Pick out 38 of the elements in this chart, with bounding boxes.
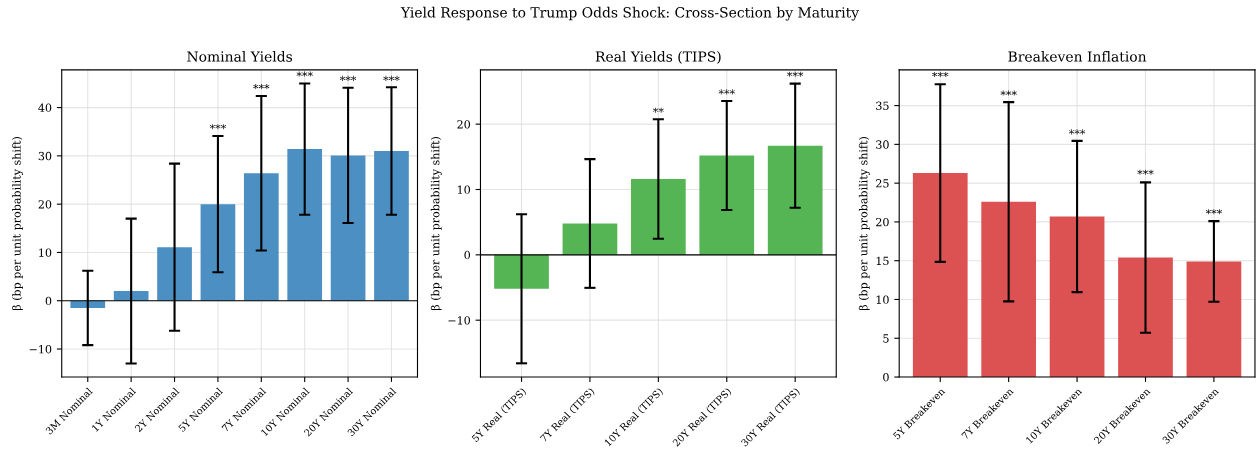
y-axis-title: β (bp per unit probability shift) xyxy=(858,137,870,311)
y-tick-label: 25 xyxy=(876,179,889,188)
y-tick-label: 20 xyxy=(38,200,52,209)
annotation: *** xyxy=(787,71,804,77)
y-tick-label: 10 xyxy=(457,185,471,194)
annotation: *** xyxy=(296,71,313,77)
annotation: *** xyxy=(1000,90,1017,96)
annotation: *** xyxy=(339,75,357,81)
annotation: *** xyxy=(383,75,400,81)
annotation: *** xyxy=(209,124,227,130)
annotation: *** xyxy=(932,71,949,77)
annotation: ** xyxy=(652,107,664,113)
y-tick-label: 0 xyxy=(464,250,471,260)
y-tick-label: 20 xyxy=(457,120,471,129)
annotation: *** xyxy=(1137,169,1154,175)
annotation: *** xyxy=(718,89,735,95)
y-tick-label: −10 xyxy=(29,344,52,354)
annotation: *** xyxy=(1068,129,1086,135)
y-axis-title: β (bp per unit probability shift) xyxy=(430,137,442,311)
text: Yield Response to Trump Odds Shock: Cross-Section by Maturity xyxy=(400,6,860,21)
y-tick-label: 0 xyxy=(45,296,52,306)
y-tick-label: 5 xyxy=(883,334,889,343)
chart-title: Real Yields (TIPS) xyxy=(595,51,721,64)
y-tick-label: 10 xyxy=(39,248,52,257)
y-tick-label: 40 xyxy=(38,103,52,112)
y-tick-label: −10 xyxy=(448,316,471,325)
y-tick-label: 35 xyxy=(876,101,889,110)
annotation: *** xyxy=(1205,209,1223,215)
y-tick-label: 10 xyxy=(876,295,889,304)
y-tick-label: 30 xyxy=(876,140,889,149)
y-tick-label: 20 xyxy=(876,217,889,227)
chart-title: Breakeven Inflation xyxy=(1008,51,1147,62)
y-tick-label: 0 xyxy=(883,373,889,382)
chart-title: Nominal Yields xyxy=(187,51,293,62)
y-tick-label: 15 xyxy=(876,256,889,266)
annotation: *** xyxy=(253,84,270,90)
y-tick-label: 30 xyxy=(38,151,52,161)
y-axis-title: β (bp per unit probability shift) xyxy=(12,137,24,311)
